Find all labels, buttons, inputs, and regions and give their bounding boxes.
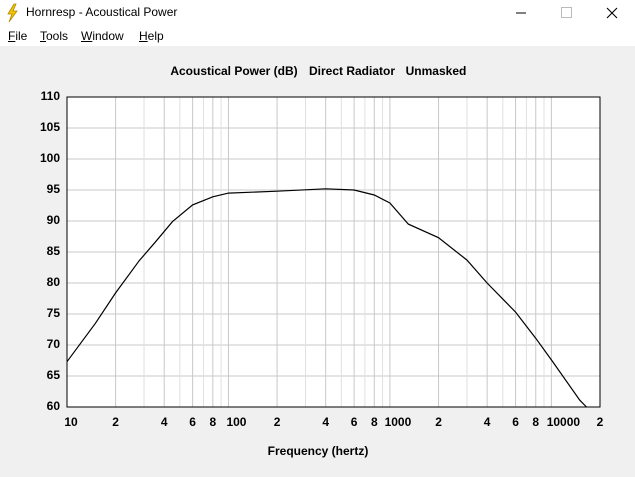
x-tick-label: 8 <box>532 415 539 429</box>
title-bar: Hornresp - Acoustical Power <box>0 0 635 26</box>
x-tick-label: 10000 <box>547 415 581 429</box>
x-tick-label: 2 <box>274 415 281 429</box>
y-tick-label: 60 <box>47 399 61 413</box>
menu-item[interactable]: File <box>8 29 28 43</box>
menu-item[interactable]: Help <box>139 29 164 43</box>
maximize-button[interactable] <box>561 7 572 18</box>
x-tick-label: 2 <box>597 415 604 429</box>
x-tick-label: 6 <box>512 415 519 429</box>
x-tick-label: 4 <box>161 415 168 429</box>
x-tick-label: 4 <box>484 415 491 429</box>
x-tick-label: 100 <box>226 415 246 429</box>
x-tick-label: 6 <box>351 415 358 429</box>
chart-title: Acoustical Power (dB) <box>170 64 297 78</box>
y-tick-label: 80 <box>47 275 61 289</box>
app-icon <box>7 3 18 23</box>
y-tick-label: 110 <box>41 89 61 103</box>
title-bar-icons <box>7 3 618 23</box>
chart-subtitle: Unmasked <box>406 64 467 78</box>
y-tick-label: 90 <box>47 213 61 227</box>
response-curve <box>66 188 587 408</box>
y-tick-label: 85 <box>47 244 61 258</box>
x-tick-label: 8 <box>209 415 216 429</box>
x-axis-label: Frequency (hertz) <box>268 444 369 458</box>
menu-item[interactable]: Tools <box>40 29 69 43</box>
y-tick-label: 70 <box>47 337 61 351</box>
grid <box>66 96 601 408</box>
x-tick-label: 4 <box>322 415 329 429</box>
chart: Acoustical Power (dB) Direct Radiator Un… <box>40 64 604 458</box>
chart-subtitle: Direct Radiator <box>309 64 395 78</box>
x-tick-label: 8 <box>371 415 378 429</box>
y-tick-label: 65 <box>47 368 61 382</box>
y-tick-label: 95 <box>47 182 61 196</box>
x-tick-label: 10 <box>64 415 78 429</box>
y-tick-label: 105 <box>40 120 60 134</box>
y-tick-label: 75 <box>47 306 61 320</box>
close-button[interactable] <box>606 7 618 19</box>
menu-bar: File Tools Window Help <box>0 26 635 46</box>
x-tick-label: 6 <box>189 415 196 429</box>
x-tick-label: 2 <box>435 415 442 429</box>
plot-frame <box>66 96 601 408</box>
window-title: Hornresp - Acoustical Power <box>26 5 178 19</box>
y-tick-label: 100 <box>40 151 60 165</box>
menu-item[interactable]: Window <box>81 29 124 43</box>
plot <box>66 188 587 408</box>
x-tick-label: 1000 <box>385 415 412 429</box>
x-tick-label: 2 <box>112 415 119 429</box>
